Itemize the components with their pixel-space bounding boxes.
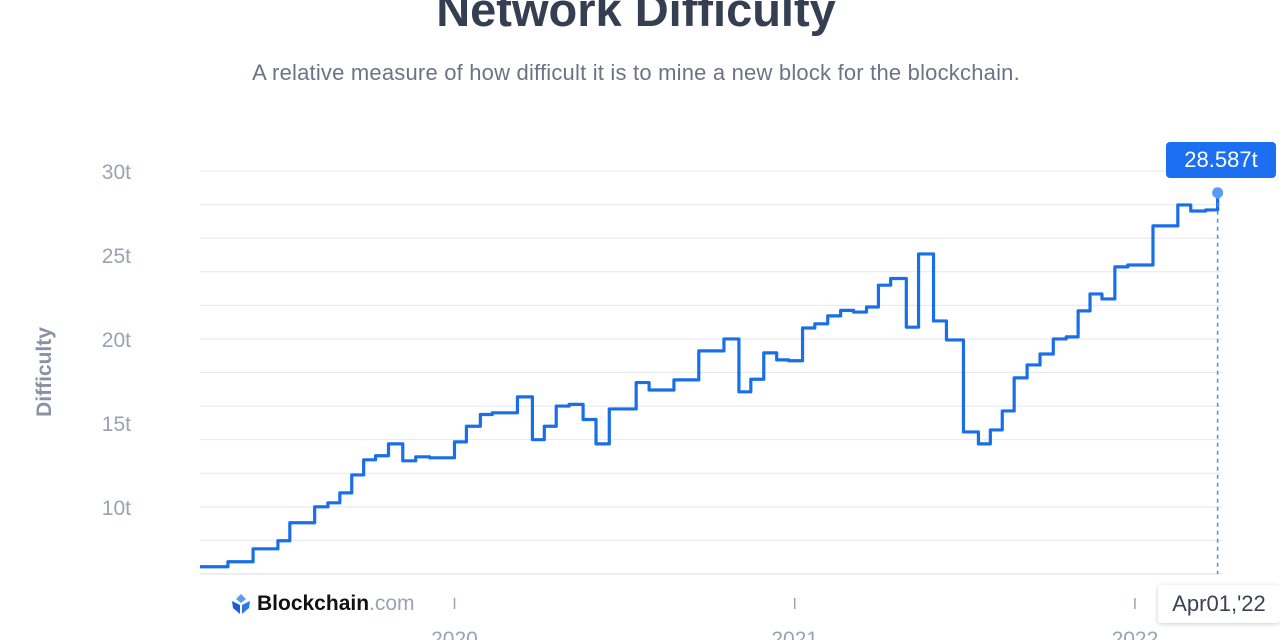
date-tooltip: Apr01,'22	[1158, 585, 1280, 623]
y-tick-label: 30t	[102, 161, 131, 184]
x-tick-label: 2022	[1112, 628, 1159, 640]
y-tick-label: 15t	[102, 413, 131, 436]
y-axis-label: Difficulty	[33, 327, 56, 417]
page-title: Network Difficulty	[436, 0, 836, 36]
page-subtitle: A relative measure of how difficult it i…	[252, 60, 1020, 85]
logo-name: Blockchain	[257, 592, 370, 615]
difficulty-line	[200, 194, 1220, 569]
y-tick-label: 20t	[102, 329, 131, 352]
hover-point-marker	[1212, 187, 1224, 199]
blockchain-logo-icon	[232, 594, 250, 614]
x-tick-label: 2021	[771, 628, 818, 640]
x-tick-label: 2020	[431, 628, 478, 640]
y-tick-label: 25t	[102, 245, 131, 268]
y-tick-label: 10t	[102, 497, 131, 520]
blockchain-logo[interactable]: Blockchain.com	[230, 592, 415, 616]
logo-suffix: .com	[369, 592, 415, 615]
value-tooltip: 28.587t	[1166, 142, 1276, 178]
